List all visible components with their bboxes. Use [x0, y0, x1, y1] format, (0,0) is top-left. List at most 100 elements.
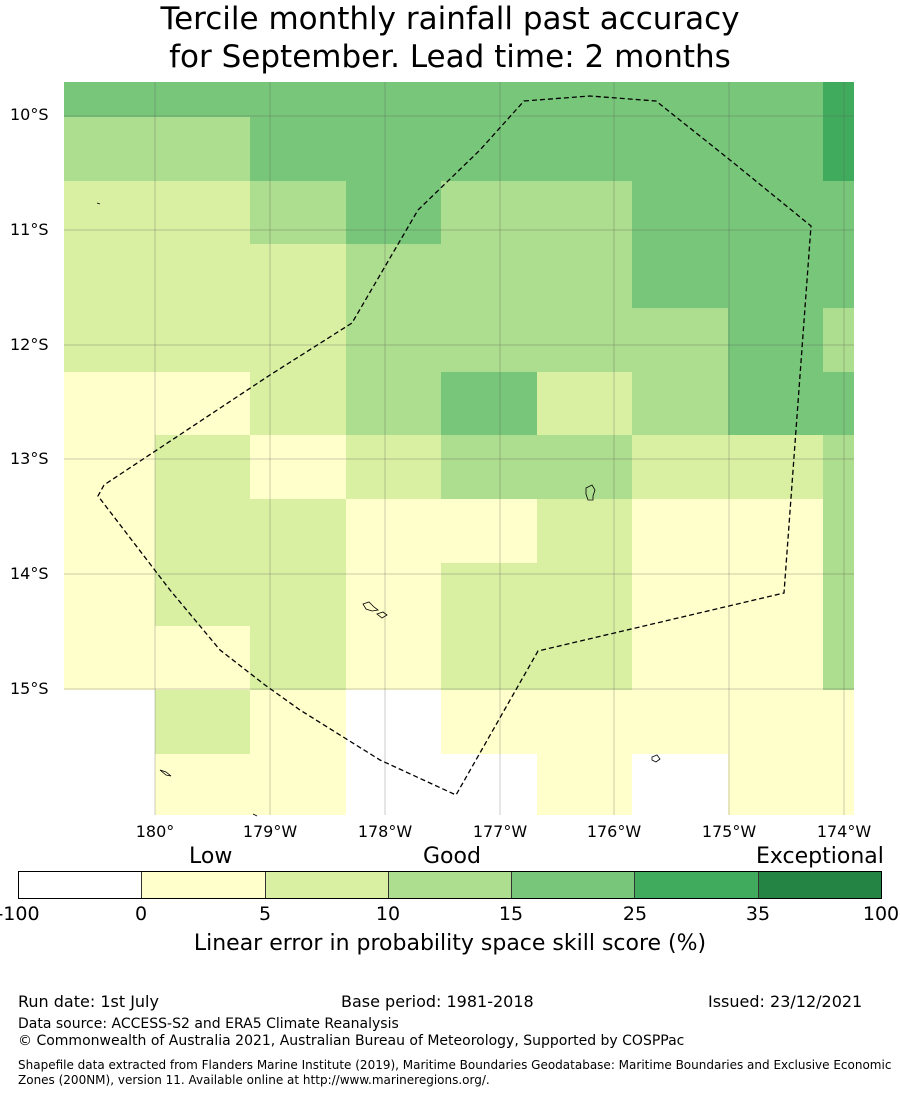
grid-cell — [823, 626, 854, 690]
grid-cell — [250, 117, 346, 181]
colorbar-tick: -100 — [0, 903, 40, 925]
title-line-1: Tercile monthly rainfall past accuracy — [160, 1, 740, 37]
grid-cell — [64, 244, 155, 308]
grid-cell — [537, 435, 632, 499]
grid-cell — [346, 308, 441, 372]
grid-cell — [728, 690, 823, 754]
colorbar-tick: 25 — [622, 903, 648, 925]
grid-cell — [155, 372, 250, 435]
grid-cell — [728, 82, 823, 117]
grid-cell — [346, 690, 441, 754]
grid-cell — [632, 499, 728, 563]
grid-cell — [250, 499, 346, 563]
island-east — [585, 484, 596, 501]
colorbar-segment — [635, 872, 759, 898]
island-south-west — [159, 769, 172, 777]
grid-cell — [441, 563, 537, 626]
island-west-b — [376, 611, 388, 619]
grid-cell — [64, 499, 155, 563]
grid-cell — [250, 690, 346, 754]
island-west-a — [362, 601, 379, 612]
grid-cell — [441, 117, 537, 181]
grid-cell — [632, 435, 728, 499]
grid-cell — [250, 372, 346, 435]
map-title: Tercile monthly rainfall past accuracy f… — [0, 0, 900, 76]
colorbar-tick: 10 — [375, 903, 401, 925]
grid-cell — [537, 626, 632, 690]
grid-cell — [537, 690, 632, 754]
colorbar-label: Linear error in probability space skill … — [193, 931, 707, 956]
grid-cell — [346, 117, 441, 181]
grid-cell — [728, 244, 823, 308]
grid-cell — [728, 499, 823, 563]
grid-cell — [441, 754, 537, 815]
colorbar-tick: 0 — [134, 903, 148, 925]
grid-cell — [346, 244, 441, 308]
run-date: Run date: 1st July — [18, 992, 159, 1011]
grid-cell — [823, 308, 854, 372]
grid-cell — [441, 308, 537, 372]
island-south-east — [651, 754, 661, 763]
grid-cell — [441, 435, 537, 499]
category-good: Good — [423, 844, 481, 869]
lon-label-178w: 178°W — [357, 822, 413, 841]
colorbar-tick: 35 — [745, 903, 771, 925]
lat-label-11s: 11°S — [10, 220, 49, 239]
grid-cell — [441, 690, 537, 754]
grid-cell — [441, 82, 537, 117]
grid-cell — [155, 117, 250, 181]
category-exceptional: Exceptional — [756, 844, 884, 869]
grid-cell — [632, 308, 728, 372]
grid-cell — [728, 626, 823, 690]
grid-cell — [537, 117, 632, 181]
grid-cell — [441, 244, 537, 308]
lon-label-180: 180° — [135, 822, 175, 841]
grid-cell — [64, 117, 155, 181]
grid-cell — [250, 435, 346, 499]
grid-cell — [346, 82, 441, 117]
grid-cell — [823, 82, 854, 117]
grid-cell — [728, 308, 823, 372]
grid-cell — [155, 690, 250, 754]
grid-cell — [537, 244, 632, 308]
grid-cell — [632, 690, 728, 754]
grid-cell — [64, 181, 155, 244]
island-dot-north — [96, 202, 101, 205]
grid-cell — [823, 563, 854, 626]
grid-cell — [64, 690, 155, 754]
lon-label-176w: 176°W — [586, 822, 642, 841]
lat-label-13s: 13°S — [10, 449, 49, 468]
shapefile-credit-line2: Zones (200NM), version 11. Available onl… — [18, 1073, 490, 1087]
grid-cell — [823, 499, 854, 563]
grid-cell — [632, 563, 728, 626]
colorbar — [18, 871, 882, 899]
grid-cell — [632, 117, 728, 181]
grid-cell — [64, 754, 155, 815]
grid-cell — [441, 181, 537, 244]
grid-cell — [64, 372, 155, 435]
grid-cell — [537, 308, 632, 372]
colorbar-segment — [758, 872, 881, 898]
skill-grid — [64, 82, 854, 815]
grid-cell — [155, 563, 250, 626]
map-area — [64, 82, 854, 817]
colorbar-segment — [19, 872, 143, 898]
eez-boundary — [97, 95, 812, 796]
grid-cell — [823, 435, 854, 499]
islands — [96, 202, 661, 817]
grid-cell — [346, 754, 441, 815]
grid-cell — [64, 435, 155, 499]
grid-cell — [632, 626, 728, 690]
grid-cell — [64, 308, 155, 372]
lon-label-179w: 179°W — [242, 822, 298, 841]
grid-cell — [346, 372, 441, 435]
grid-cell — [632, 181, 728, 244]
lat-label-10s: 10°S — [10, 105, 49, 124]
grid-cell — [537, 372, 632, 435]
lat-label-15s: 15°S — [10, 679, 49, 698]
data-source: Data source: ACCESS-S2 and ERA5 Climate … — [18, 1016, 399, 1032]
grid-cell — [250, 82, 346, 117]
grid-cell — [728, 435, 823, 499]
grid-cell — [250, 244, 346, 308]
grid-cell — [823, 372, 854, 435]
